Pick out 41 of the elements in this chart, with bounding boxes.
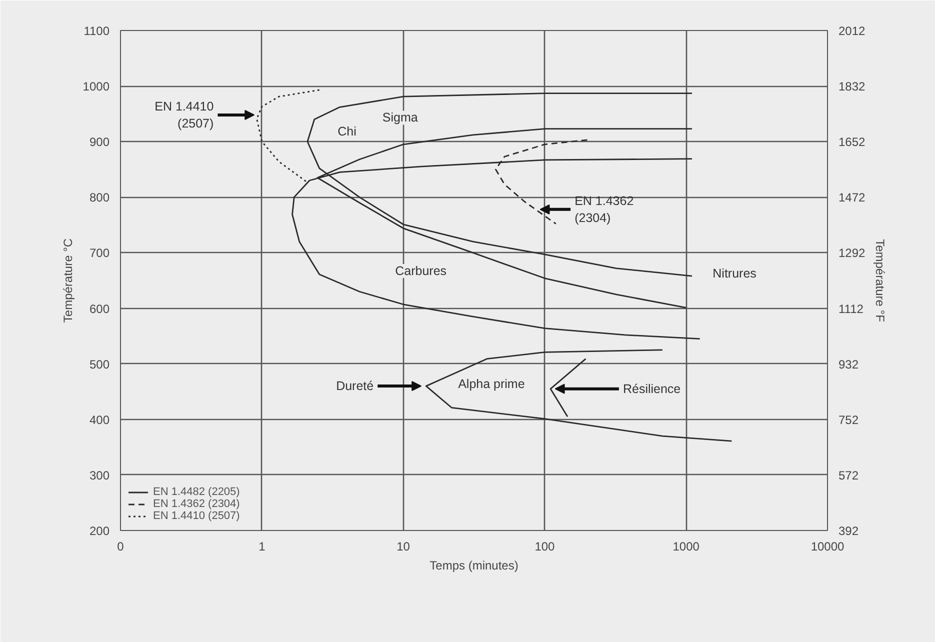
x-tick-label: 1 — [258, 540, 266, 554]
annotation: Dureté — [336, 379, 374, 394]
y-axis-title: Température °C — [60, 238, 75, 323]
y2-tick-label: 932 — [838, 357, 859, 372]
annotation: Sigma — [382, 110, 418, 125]
y2-tick-label: 1832 — [838, 80, 866, 94]
annotation: EN 1.4362 (2304) — [574, 194, 634, 225]
annotation: Résilience — [622, 382, 681, 396]
x-tick-label: 10 — [396, 540, 410, 554]
y-tick-label: 500 — [89, 357, 110, 372]
annotation: Nitrures — [712, 266, 756, 280]
y-tick-label: 600 — [89, 302, 110, 316]
annotation: Chi — [338, 124, 356, 139]
x-tick-label: 0 — [117, 540, 124, 554]
x-tick-label: 1000 — [672, 540, 700, 554]
legend-label: EN 1.4482 (2205) — [153, 486, 240, 498]
y2-tick-label: 1112 — [838, 302, 864, 316]
legend-label: EN 1.4362 (2304) — [153, 498, 240, 510]
annotation: Carbures — [395, 264, 447, 278]
y2-tick-label: 572 — [838, 468, 859, 482]
y-tick-label: 200 — [89, 524, 110, 538]
y-tick-label: 300 — [89, 468, 110, 482]
legend-label: EN 1.4410 (2507) — [153, 510, 240, 522]
y2-axis-title: Température °F — [873, 239, 888, 322]
y2-tick-label: 1472 — [838, 190, 866, 205]
y2-tick-label: 2012 — [838, 24, 866, 38]
annotation: EN 1.4410 (2507) — [154, 100, 214, 130]
y-tick-label: 1100 — [84, 24, 110, 38]
annotation: Alpha prime — [458, 376, 525, 391]
y-tick-label: 700 — [89, 246, 110, 260]
y2-tick-label: 1652 — [838, 135, 866, 150]
x-tick-label: 10000 — [810, 540, 845, 554]
y-tick-label: 900 — [89, 135, 110, 150]
y-tick-label: 1000 — [82, 80, 110, 94]
x-tick-label: 100 — [534, 540, 556, 554]
y2-tick-label: 392 — [838, 524, 859, 538]
y2-tick-label: 752 — [838, 412, 859, 427]
y-tick-label: 800 — [89, 190, 110, 205]
y-tick-label: 400 — [89, 412, 110, 427]
x-axis-title: Temps (minutes) — [430, 558, 518, 572]
y2-tick-label: 1292 — [838, 246, 866, 260]
